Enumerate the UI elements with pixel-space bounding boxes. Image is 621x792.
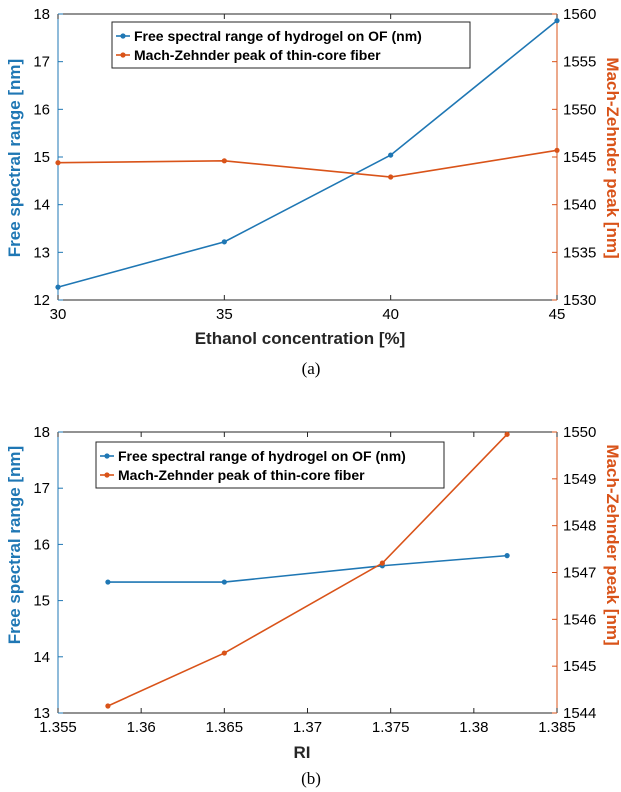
y-right-tick-label: 1546: [563, 611, 596, 628]
caption-a: (a): [302, 359, 321, 378]
y-right-tick-label: 1555: [563, 54, 596, 71]
x-tick-label: 45: [549, 306, 566, 323]
y-left-tick-label: 18: [33, 6, 50, 23]
x-tick-label: 30: [50, 306, 67, 323]
data-point-series-2: [221, 650, 227, 656]
legend-label-1: Free spectral range of hydrogel on OF (n…: [134, 28, 422, 44]
y-left-tick-label: 14: [33, 197, 50, 214]
legend-label-2: Mach-Zehnder peak of thin-core fiber: [118, 467, 365, 483]
legend-marker-2: [120, 52, 126, 58]
data-point-series-1: [105, 579, 111, 585]
data-point-series-1: [554, 18, 560, 24]
legend-box: [95, 441, 445, 489]
y-axis-label-left-a: Free spectral range [nm]: [5, 59, 24, 257]
y-right-tick-label: 1560: [563, 6, 596, 23]
legend-marker-1: [120, 33, 126, 39]
y-right-tick-label: 1535: [563, 244, 596, 261]
y-right-tick-label: 1544: [563, 705, 596, 722]
y-left-tick-label: 16: [33, 536, 50, 553]
y-right-tick-label: 1545: [563, 658, 596, 675]
x-axis-label-a: Ethanol concentration [%]: [195, 329, 406, 348]
x-tick-label: 1.365: [206, 719, 244, 736]
y-right-tick-label: 1550: [563, 424, 596, 441]
y-right-tick-label: 1530: [563, 292, 596, 309]
caption-b: (b): [301, 769, 321, 788]
data-point-series-2: [105, 703, 111, 709]
x-tick-label: 40: [382, 306, 399, 323]
x-axis-label-b: RI: [294, 743, 311, 762]
legend-label-2: Mach-Zehnder peak of thin-core fiber: [134, 47, 381, 63]
data-point-series-2: [504, 431, 510, 437]
y-left-tick-label: 16: [33, 101, 50, 118]
legend-marker-2: [104, 472, 110, 478]
series-line-2: [107, 433, 508, 707]
y-left-tick-label: 13: [33, 244, 50, 261]
x-tick-label: 35: [216, 306, 233, 323]
y-left-tick-label: 17: [33, 480, 50, 497]
data-point-series-1: [55, 284, 61, 290]
y-left-tick-label: 15: [33, 149, 50, 166]
y-right-tick-label: 1549: [563, 471, 596, 488]
y-axis-label-right-a: Mach-Zehnder peak [nm]: [603, 57, 621, 258]
y-right-tick-label: 1548: [563, 518, 596, 535]
x-tick-label: 1.36: [127, 719, 156, 736]
y-left-tick-label: 15: [33, 593, 50, 610]
data-point-series-2: [388, 174, 394, 180]
series-line-2: [57, 149, 558, 178]
y-right-tick-label: 1545: [563, 149, 596, 166]
data-point-series-1: [388, 152, 394, 158]
y-right-tick-label: 1550: [563, 101, 596, 118]
y-axis-label-left-b: Free spectral range [nm]: [5, 446, 24, 644]
data-point-series-2: [379, 560, 385, 566]
y-right-tick-label: 1547: [563, 565, 596, 582]
x-tick-label: 1.385: [538, 719, 576, 736]
series-line-1: [107, 554, 508, 583]
series-line-1: [57, 20, 558, 288]
y-left-tick-label: 14: [33, 649, 50, 666]
x-tick-label: 1.37: [293, 719, 322, 736]
x-tick-label: 1.375: [372, 719, 410, 736]
y-left-tick-label: 13: [33, 705, 50, 722]
legend-label-1: Free spectral range of hydrogel on OF (n…: [118, 448, 406, 464]
y-left-tick-label: 18: [33, 424, 50, 441]
y-left-tick-label: 12: [33, 292, 50, 309]
x-tick-label: 1.355: [39, 719, 77, 736]
legend-marker-1: [104, 453, 110, 459]
y-right-tick-label: 1540: [563, 197, 596, 214]
data-point-series-1: [504, 553, 510, 559]
data-point-series-2: [554, 147, 560, 153]
data-point-series-2: [55, 160, 61, 166]
x-tick-label: 1.38: [459, 719, 488, 736]
y-left-tick-label: 17: [33, 54, 50, 71]
data-point-series-2: [221, 158, 227, 164]
chart-b: (b) RI Free spectral range [nm] Mach-Zeh…: [5, 424, 621, 788]
y-axis-label-right-b: Mach-Zehnder peak [nm]: [603, 444, 621, 645]
data-point-series-1: [221, 239, 227, 245]
legend-box: [111, 21, 471, 69]
data-point-series-1: [221, 579, 227, 585]
chart-a: (a) Ethanol concentration [%] Free spect…: [5, 6, 621, 378]
